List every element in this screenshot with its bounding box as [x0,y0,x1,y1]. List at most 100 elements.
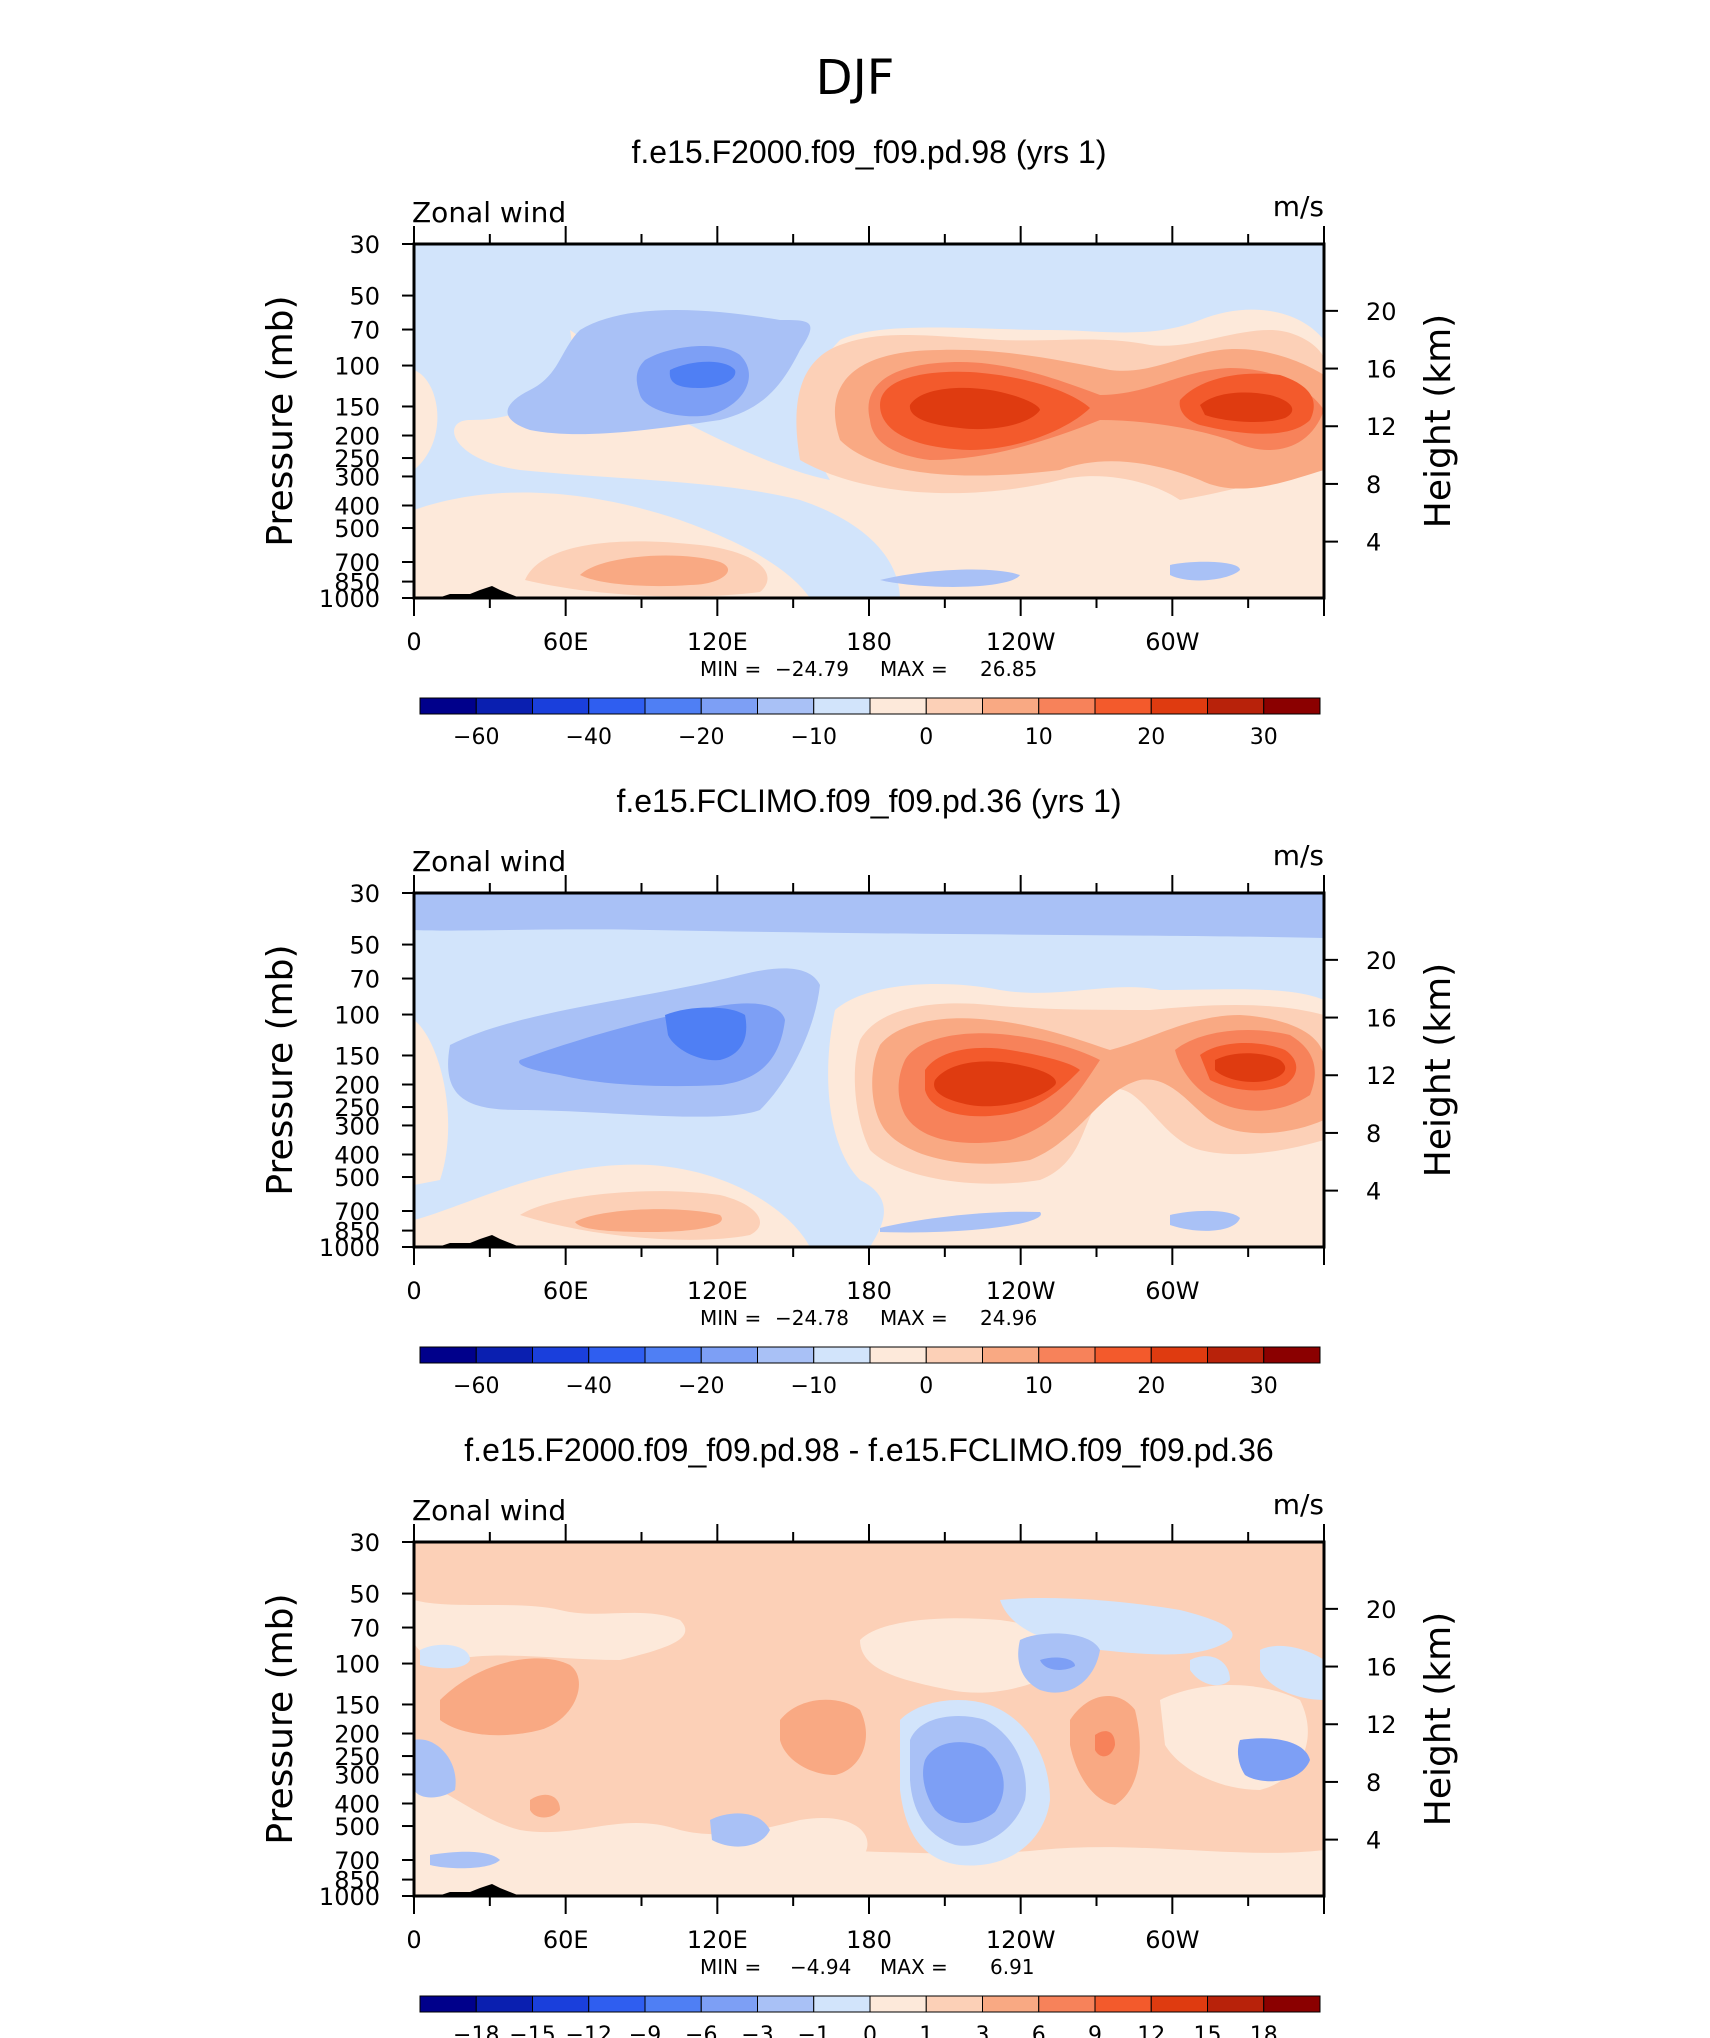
panel-3-units: m/s [1273,1488,1324,1521]
colorbar-label: −20 [678,1374,724,1399]
height-tick-label: 8 [1366,1120,1381,1148]
panel-2-min-label: MIN = [700,1306,761,1330]
panel-3-topography [438,1884,520,1896]
panel-3-negative-small-2 [1190,1656,1230,1686]
colorbar-label: 9 [1088,2023,1102,2038]
pressure-tick-label: 250 [334,1094,380,1122]
panel-1-title: f.e15.F2000.f09_f09.pd.98 (yrs 1) [632,134,1107,170]
height-tick-label: 12 [1366,1062,1397,1090]
height-tick-label: 20 [1366,947,1397,975]
panel-3-negative-central-core [923,1742,1004,1824]
colorbar-label: −10 [791,725,837,750]
colorbar-swatch [1038,1346,1096,1364]
colorbar-swatch [532,1995,590,2013]
colorbar-swatch [419,1346,477,1364]
longitude-tick-label: 60W [1145,628,1199,656]
pressure-tick-label: 50 [349,1581,380,1609]
panel-2-low-15 [575,1209,722,1232]
colorbar-swatch [419,1995,477,2013]
longitude-tick-label: 60W [1145,1277,1199,1305]
panel-2-colorbar: −60 −40 −20 −10 0 10 20 30 [419,1346,1321,1399]
colorbar-label: −60 [453,725,499,750]
height-tick-label: 20 [1366,1596,1397,1624]
colorbar-swatch [982,1346,1040,1364]
colorbar-label: −60 [453,1374,499,1399]
colorbar-label: 1 [919,2023,933,2038]
colorbar-swatch [644,1995,702,2013]
panel-1-contours [414,244,1324,598]
panel-1-low-15 [580,555,729,587]
pressure-tick-label: 30 [349,1529,380,1557]
colorbar-swatch [757,1346,815,1364]
panel-2-jet-east-core [1215,1053,1286,1082]
panel-3-min-label: MIN = [700,1955,761,1979]
height-tick-label: 16 [1366,1654,1397,1682]
longitude-tick-label: 120E [687,1926,748,1954]
pressure-tick-label: 70 [349,317,380,345]
longitude-tick-label: 120E [687,1277,748,1305]
panel-2-jet-west-core [934,1061,1056,1107]
colorbar-swatch [1263,697,1321,715]
colorbar-swatch [475,1346,533,1364]
longitude-tick-label: 120W [986,1926,1056,1954]
panel-2-variable-label: Zonal wind [412,845,566,878]
colorbar-swatch [588,1995,646,2013]
panel-3-negative-right [1237,1738,1310,1782]
pressure-tick-label: 1000 [319,1883,380,1911]
longitude-tick-label: 60E [543,628,589,656]
y-right-axis-title: Height (km) [1418,1612,1459,1826]
pressure-tick-label: 150 [334,1042,380,1070]
colorbar-swatch [700,1995,758,2013]
pressure-tick-label: 400 [334,1141,380,1169]
colorbar-label: −20 [678,725,724,750]
panel-3-min-value: −4.94 [790,1955,851,1979]
colorbar-label: −6 [685,2023,717,2038]
colorbar-label: −10 [791,1374,837,1399]
colorbar-swatch [1263,1346,1321,1364]
longitude-tick-label: 60E [543,1277,589,1305]
colorbar-swatch [1207,1346,1265,1364]
panel-1-units: m/s [1273,190,1324,223]
colorbar-label: 12 [1137,2023,1165,2038]
panel-1-low-negative-2 [1170,561,1240,581]
panel-2-max-value: 24.96 [980,1306,1037,1330]
y-right-axis-title: Height (km) [1418,314,1459,528]
colorbar-swatch [925,1346,983,1364]
colorbar-swatch [1207,697,1265,715]
colorbar-label: −1 [798,2023,830,2038]
colorbar-swatch [588,1346,646,1364]
pressure-tick-label: 250 [334,445,380,473]
colorbar-swatch [644,1346,702,1364]
panel-3-positive-small [530,1794,560,1818]
y-left-axis-title: Pressure (mb) [260,944,301,1195]
colorbar-label: −40 [566,1374,612,1399]
pressure-tick-label: 500 [334,1813,380,1841]
colorbar-label: 18 [1250,2023,1278,2038]
colorbar-swatch [475,1995,533,2013]
colorbar-label: 0 [919,1374,933,1399]
panel-1-min-value: −24.79 [775,657,849,681]
colorbar-swatch [532,697,590,715]
panel-3-positive-left-15 [440,1658,579,1736]
panel-3: f.e15.F2000.f09_f09.pd.98 - f.e15.FCLIMO… [260,1432,1459,2038]
panel-2-negative-core [665,1007,747,1061]
colorbar-swatch [1150,697,1208,715]
pressure-tick-label: 1000 [319,585,380,613]
panel-2-title: f.e15.FCLIMO.f09_f09.pd.36 (yrs 1) [616,783,1121,819]
pressure-tick-label: 300 [334,1112,380,1140]
panel-3-colorbar: −18 −15 −12 −9 −6 −3 −1 0 1 3 6 9 12 15 18 [419,1995,1321,2038]
longitude-tick-label: 180 [846,628,892,656]
panel-3-near-zero-1 [414,1600,686,1660]
pressure-tick-label: 500 [334,515,380,543]
longitude-tick-label: 180 [846,1277,892,1305]
pressure-tick-label: 250 [334,1743,380,1771]
colorbar-label: 6 [1032,2023,1046,2038]
colorbar-swatch [475,697,533,715]
panel-2-left-positive [414,1020,449,1185]
panel-1-variable-label: Zonal wind [412,196,566,229]
panel-1: f.e15.F2000.f09_f09.pd.98 (yrs 1) Zonal … [260,134,1459,750]
pressure-tick-label: 700 [334,1847,380,1875]
height-tick-label: 16 [1366,1005,1397,1033]
